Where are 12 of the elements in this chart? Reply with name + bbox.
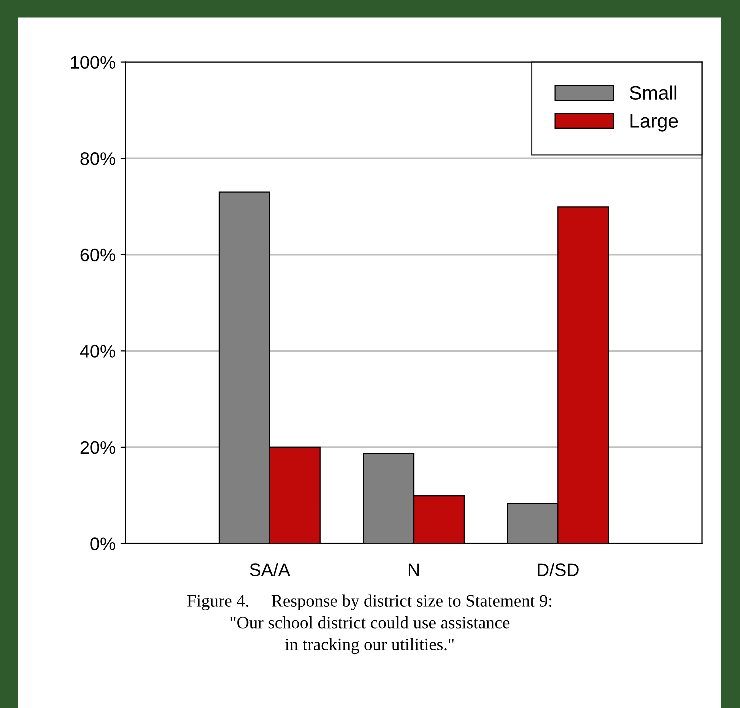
x-tick-label: SA/A — [250, 563, 290, 576]
legend-label: Large — [630, 114, 678, 132]
y-tick-label: 0% — [90, 538, 116, 550]
y-tick-label: 80% — [80, 152, 116, 166]
x-tick-label: N — [408, 564, 420, 576]
y-tick-label: 60% — [80, 248, 116, 262]
caption: Figure 4. Response by district size to Statement 9: "Our school district could use assistance in tracking our utilities." — [188, 594, 552, 654]
y-tick-label: 100% — [71, 56, 116, 70]
x-tick-label: D/SD — [538, 563, 579, 576]
y-tick-label: 20% — [80, 441, 116, 454]
legend-label: Small — [630, 86, 677, 100]
y-tick-label: 40% — [80, 345, 116, 358]
